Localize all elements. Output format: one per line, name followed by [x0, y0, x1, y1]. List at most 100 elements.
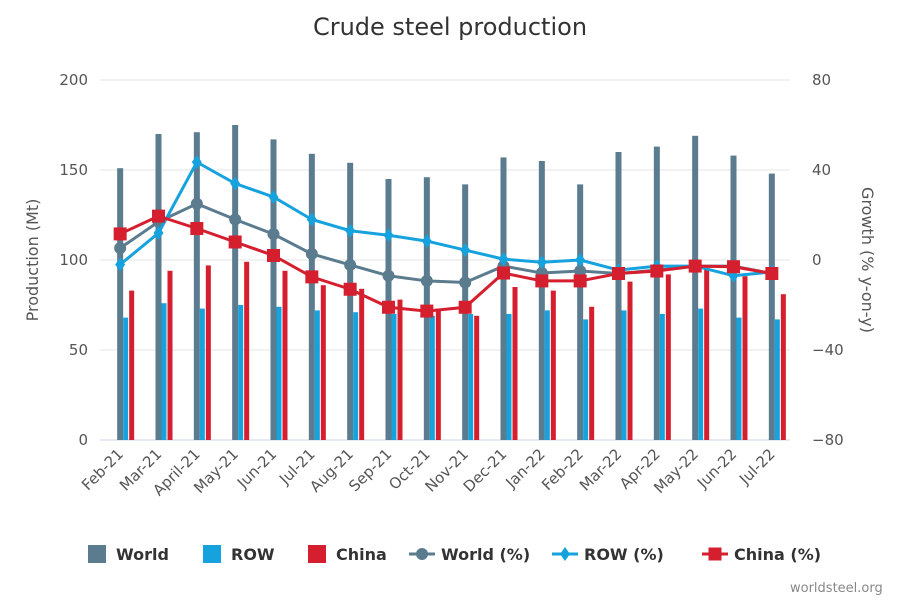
bar-china: [320, 285, 326, 440]
legend-label: ROW (%): [584, 545, 664, 564]
point-china: [228, 235, 242, 249]
bar-world: [615, 152, 622, 440]
bar-row: [429, 315, 435, 440]
chart-title: Crude steel production: [313, 13, 587, 41]
point-row: [575, 253, 586, 267]
point-world: [267, 228, 280, 241]
bar-row: [736, 317, 742, 440]
y-tick-label: 150: [59, 161, 88, 179]
y2-axis-label: Growth (% y-on-y): [858, 187, 877, 333]
point-china: [382, 300, 395, 314]
y2-tick-label: −80: [812, 431, 844, 449]
point-row: [230, 176, 241, 191]
bar-row: [276, 306, 282, 440]
bar-world: [308, 153, 315, 441]
point-row: [153, 226, 164, 240]
point-china: [688, 259, 702, 273]
x-tick-label: Jun-22: [693, 445, 740, 492]
bar-row: [544, 310, 550, 440]
legend-item-china[interactable]: China: [308, 545, 387, 564]
point-row: [191, 155, 202, 170]
point-row: [268, 190, 279, 204]
point-world: [420, 274, 433, 287]
bar-china: [742, 276, 748, 440]
bar-china: [129, 290, 135, 440]
legend-marker: [708, 547, 722, 561]
bar-world: [155, 134, 162, 440]
bar-world: [193, 132, 200, 440]
bar-china: [665, 274, 671, 440]
x-tick-label: Jun-21: [233, 445, 280, 492]
y2-tick-label: 0: [812, 251, 822, 269]
point-row: [421, 234, 432, 249]
y-tick-label: 0: [78, 431, 88, 449]
bar-row: [468, 314, 474, 440]
legend-marker: [560, 547, 570, 561]
point-china: [190, 222, 204, 235]
credit-text: worldsteel.org: [790, 581, 883, 596]
bar-row: [391, 314, 397, 440]
bar-world: [577, 184, 584, 440]
legend-swatch: [308, 545, 326, 563]
bar-world: [117, 168, 124, 440]
y2-tick-label: −40: [812, 341, 844, 359]
point-row: [536, 255, 547, 270]
point-world: [114, 242, 127, 255]
bar-row: [659, 314, 665, 440]
bar-china: [435, 308, 441, 440]
y-tick-label: 200: [59, 71, 88, 89]
bar-china: [244, 261, 250, 440]
line-world: [119, 202, 773, 285]
line-china: [119, 214, 773, 313]
point-china: [497, 266, 510, 280]
x-tick-label: Dec-21: [460, 445, 511, 496]
point-world: [344, 258, 357, 271]
bar-row: [506, 314, 512, 440]
line-row: [119, 160, 772, 278]
bar-china: [205, 265, 211, 440]
bar-china: [780, 294, 786, 440]
x-tick-label: Sep-21: [345, 445, 395, 495]
bar-china: [512, 287, 518, 440]
bar-world: [500, 157, 507, 440]
bar-china: [282, 270, 288, 440]
y2-tick-label: 40: [812, 161, 831, 179]
legend-item-row[interactable]: ROW: [203, 545, 275, 564]
x-tick-label: Jul-22: [735, 445, 779, 489]
point-row: [306, 212, 317, 227]
point-china: [152, 209, 165, 223]
bar-china: [167, 270, 173, 440]
legend-item-row[interactable]: ROW (%): [552, 545, 664, 564]
legend-label: World: [116, 545, 169, 564]
legend-swatch: [88, 545, 106, 563]
bar-row: [238, 305, 244, 440]
bar-china: [397, 299, 403, 440]
bar-world: [347, 162, 354, 441]
point-china: [765, 267, 779, 280]
point-world: [459, 276, 472, 289]
bar-world: [692, 135, 699, 441]
point-china: [420, 304, 434, 318]
legend-label: World (%): [441, 545, 530, 564]
bar-china: [627, 281, 633, 440]
bar-row: [583, 319, 589, 440]
y-axis-label: Production (Mt): [23, 199, 42, 322]
legend-label: China (%): [734, 545, 821, 564]
point-china: [458, 300, 472, 314]
point-china: [113, 227, 127, 241]
x-tick-label: Mar-22: [576, 445, 625, 494]
legend-item-world[interactable]: World (%): [409, 545, 530, 564]
legend-label: ROW: [231, 545, 275, 564]
bar-china: [359, 288, 365, 440]
bar-row: [199, 308, 205, 440]
legend-item-world[interactable]: World: [88, 545, 169, 564]
legend-label: China: [336, 545, 387, 564]
bar-world: [270, 139, 277, 440]
legend-item-china[interactable]: China (%): [702, 545, 821, 564]
bar-world: [768, 173, 775, 440]
bar-china: [704, 269, 710, 440]
bar-china: [589, 306, 595, 440]
point-world: [382, 269, 395, 282]
